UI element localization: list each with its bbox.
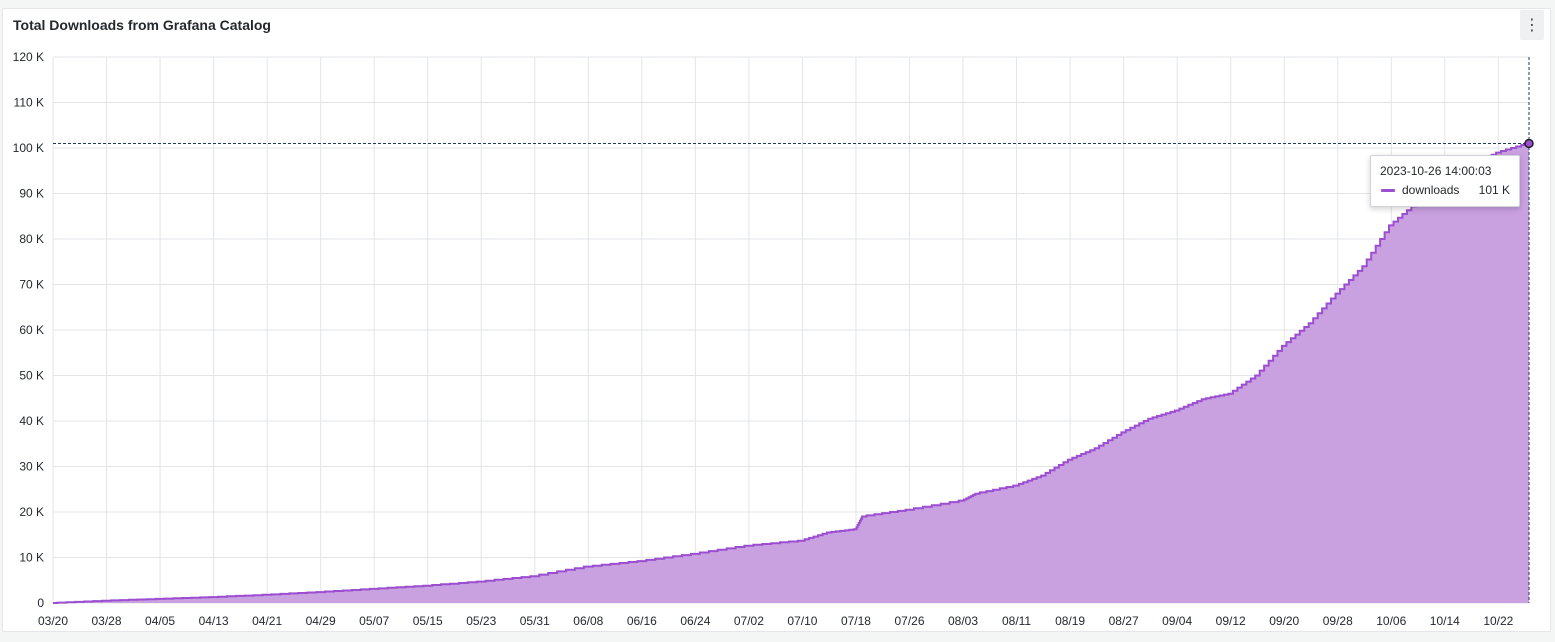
series-line: [53, 142, 1529, 604]
y-tick-label: 0: [37, 596, 44, 610]
x-tick-label: 08/11: [1002, 614, 1031, 628]
x-tick-label: 09/12: [1216, 614, 1246, 628]
x-tick-label: 07/10: [787, 614, 817, 628]
hover-tooltip: 2023-10-26 14:00:03 downloads 101 K: [1370, 155, 1520, 207]
x-tick-label: 04/05: [145, 614, 175, 628]
tooltip-series-name: downloads: [1402, 183, 1460, 197]
tooltip-timestamp: 2023-10-26 14:00:03: [1380, 164, 1492, 178]
panel-menu-button[interactable]: ⋮: [1520, 10, 1544, 40]
y-tick-label: 40 K: [19, 414, 44, 428]
y-tick-label: 10 K: [19, 551, 44, 565]
x-tick-label: 09/20: [1269, 614, 1299, 628]
series-area-layer: [53, 142, 1529, 604]
x-tick-label: 08/27: [1109, 614, 1139, 628]
y-tick-label: 70 K: [19, 278, 44, 292]
x-tick-label: 10/22: [1483, 614, 1513, 628]
y-tick-label: 20 K: [19, 505, 44, 519]
x-tick-label: 08/19: [1055, 614, 1085, 628]
x-tick-label: 07/26: [894, 614, 924, 628]
y-tick-label: 90 K: [19, 187, 44, 201]
x-tick-label: 03/20: [38, 614, 68, 628]
x-tick-label: 04/29: [306, 614, 336, 628]
x-tick-label: 06/24: [680, 614, 710, 628]
x-tick-label: 06/08: [573, 614, 603, 628]
hover-point: [1524, 138, 1534, 149]
y-tick-label: 50 K: [19, 369, 44, 383]
x-tick-label: 06/16: [627, 614, 657, 628]
y-tick-label: 100 K: [13, 141, 44, 155]
x-tick-label: 05/15: [413, 614, 443, 628]
y-axis: 0 10 K 20 K 30 K 40 K 50 K 60 K 70 K 80 K 90 K 100…: [13, 50, 45, 610]
panel-title: Total Downloads from Grafana Catalog: [13, 17, 271, 33]
y-tick-label: 80 K: [19, 232, 44, 246]
y-tick-label: 110 K: [14, 96, 44, 110]
x-tick-label: 08/03: [948, 614, 978, 628]
hover-crosshair: [53, 57, 1534, 603]
kebab-menu-icon: ⋮: [1524, 17, 1540, 34]
x-axis: 03/20 03/28 04/05 04/13 04/21 04/29 05/07 05/15…: [38, 614, 1514, 628]
x-tick-label: 05/31: [520, 614, 550, 628]
y-tick-label: 60 K: [19, 323, 44, 337]
series-area-fill: [53, 143, 1529, 603]
x-tick-label: 03/28: [92, 614, 122, 628]
x-tick-label: 05/07: [359, 614, 389, 628]
x-tick-label: 10/14: [1430, 614, 1460, 628]
y-tick-label: 120 K: [13, 50, 44, 64]
x-tick-label: 04/21: [252, 614, 282, 628]
x-tick-label: 07/02: [734, 614, 764, 628]
x-tick-label: 10/06: [1376, 614, 1406, 628]
y-tick-label: 30 K: [19, 460, 44, 474]
x-tick-label: 09/28: [1323, 614, 1353, 628]
x-tick-label: 07/18: [841, 614, 871, 628]
x-tick-label: 05/23: [466, 614, 496, 628]
tooltip-series-value: 101 K: [1478, 183, 1510, 197]
x-tick-label: 09/04: [1162, 614, 1192, 628]
tooltip-series-swatch: [1381, 189, 1395, 192]
x-tick-label: 04/13: [199, 614, 229, 628]
downloads-panel: Total Downloads from Grafana Catalog ⋮: [2, 8, 1551, 632]
